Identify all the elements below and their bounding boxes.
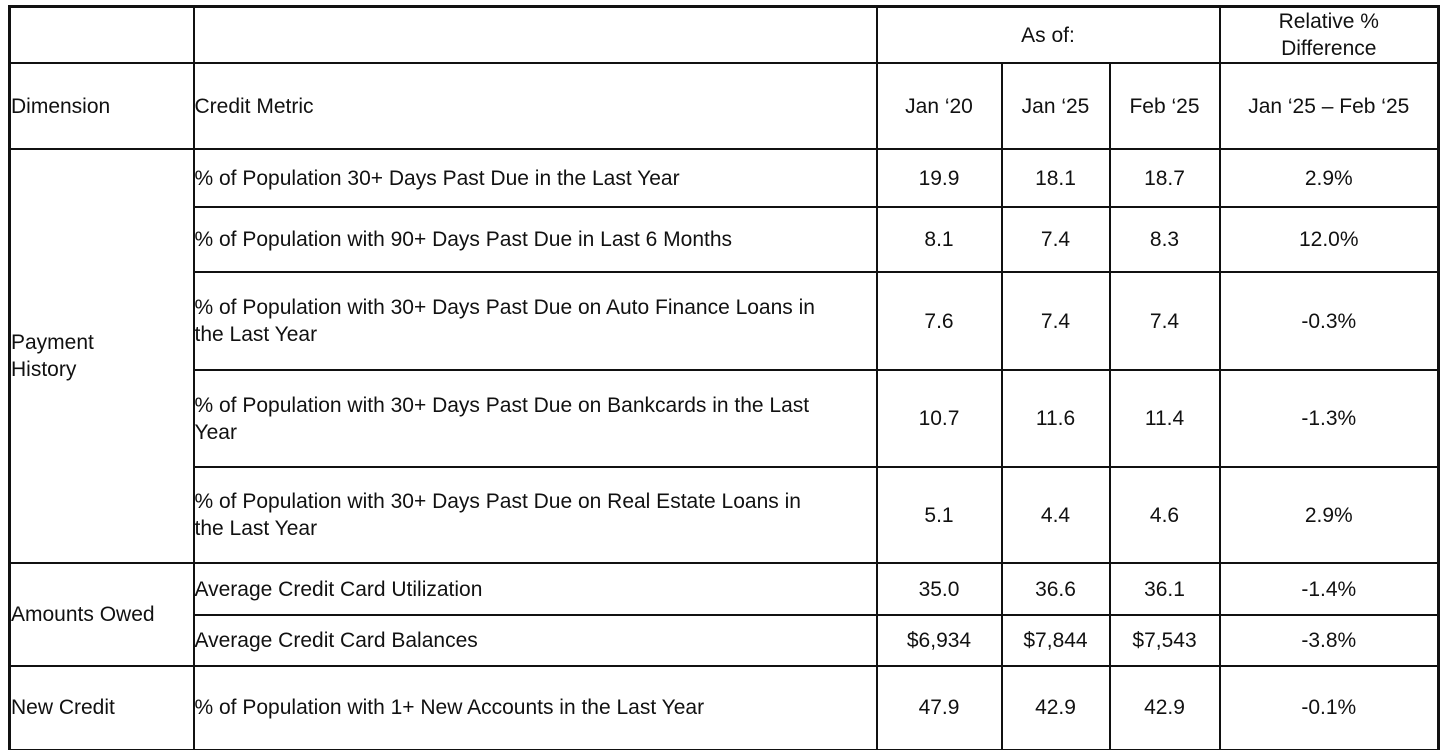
value-cell: 36.6 — [1000, 562, 1111, 616]
metric-cell: % of Population with 30+ Days Past Due o… — [192, 466, 878, 564]
value-cell: 42.9 — [1000, 665, 1111, 750]
table-row: New Credit % of Population with 1+ New A… — [8, 665, 1440, 750]
metric-cell: % of Population with 90+ Days Past Due i… — [192, 206, 878, 273]
value-cell: 7.4 — [1108, 271, 1221, 371]
value-cell: $7,844 — [1000, 614, 1111, 667]
dimension-cell-payment-history: Payment History — [8, 148, 195, 564]
diff-cell: -0.1% — [1218, 665, 1440, 750]
value-cell: 35.0 — [875, 562, 1003, 616]
value-cell: $7,543 — [1108, 614, 1221, 667]
credit-metric-column-header: Credit Metric — [192, 62, 878, 150]
period-column-header-feb25: Feb ‘25 — [1108, 62, 1221, 150]
diff-cell: -1.4% — [1218, 562, 1440, 616]
value-cell: 5.1 — [875, 466, 1003, 564]
diff-cell: -1.3% — [1218, 369, 1440, 468]
table-row: Average Credit Card Balances $6,934 $7,8… — [10, 614, 1440, 667]
value-cell: 8.3 — [1108, 206, 1221, 273]
table-row: Payment History % of Population 30+ Days… — [8, 148, 1440, 564]
metric-cell: % of Population 30+ Days Past Due in the… — [192, 148, 878, 208]
value-cell: 11.4 — [1108, 369, 1221, 468]
value-cell: 8.1 — [875, 206, 1003, 273]
diff-cell: 2.9% — [1218, 466, 1440, 564]
value-cell: 18.1 — [1000, 148, 1111, 208]
diff-cell: 2.9% — [1218, 148, 1440, 208]
dimension-column-header: Dimension — [8, 62, 195, 150]
as-of-group-header: As of: — [875, 5, 1221, 64]
value-cell: $6,934 — [875, 614, 1003, 667]
value-cell: 36.1 — [1108, 562, 1221, 616]
value-cell: 7.4 — [1000, 271, 1111, 371]
table-row: % of Population with 30+ Days Past Due o… — [10, 271, 1440, 371]
metric-cell: Average Credit Card Utilization — [192, 562, 878, 616]
blank-dimension-cell — [8, 5, 195, 64]
value-cell: 7.6 — [875, 271, 1003, 371]
metric-cell: Average Credit Card Balances — [192, 614, 878, 667]
credit-metrics-table: As of: Relative % Difference Dimension C… — [8, 5, 1440, 750]
relative-diff-group-header: Relative % Difference — [1218, 5, 1440, 64]
metric-cell: % of Population with 30+ Days Past Due o… — [192, 369, 878, 468]
dimension-cell-amounts-owed: Amounts Owed — [8, 562, 195, 667]
value-cell: 18.7 — [1108, 148, 1221, 208]
value-cell: 4.6 — [1108, 466, 1221, 564]
diff-period-column-header: Jan ‘25 – Feb ‘25 — [1218, 62, 1440, 150]
group-header-row: As of: Relative % Difference — [8, 5, 1440, 64]
diff-cell: 12.0% — [1218, 206, 1440, 273]
blank-metric-cell — [192, 5, 878, 64]
value-cell: 4.4 — [1000, 466, 1111, 564]
value-cell: 19.9 — [875, 148, 1003, 208]
diff-cell: -3.8% — [1218, 614, 1440, 667]
period-column-header-jan20: Jan ‘20 — [875, 62, 1003, 150]
table-row: % of Population with 30+ Days Past Due o… — [10, 369, 1440, 468]
value-cell: 10.7 — [875, 369, 1003, 468]
table-row: % of Population with 90+ Days Past Due i… — [10, 206, 1440, 273]
metric-cell: % of Population with 30+ Days Past Due o… — [192, 271, 878, 371]
table-row: Amounts Owed Average Credit Card Utiliza… — [8, 562, 1440, 667]
column-header-row: Dimension Credit Metric Jan ‘20 Jan ‘25 … — [8, 62, 1440, 150]
table-row: % of Population with 30+ Days Past Due o… — [10, 466, 1440, 564]
dimension-cell-new-credit: New Credit — [8, 665, 195, 750]
period-column-header-jan25: Jan ‘25 — [1000, 62, 1111, 150]
value-cell: 47.9 — [875, 665, 1003, 750]
diff-cell: -0.3% — [1218, 271, 1440, 371]
value-cell: 42.9 — [1108, 665, 1221, 750]
metric-cell: % of Population with 1+ New Accounts in … — [192, 665, 878, 750]
value-cell: 7.4 — [1000, 206, 1111, 273]
value-cell: 11.6 — [1000, 369, 1111, 468]
